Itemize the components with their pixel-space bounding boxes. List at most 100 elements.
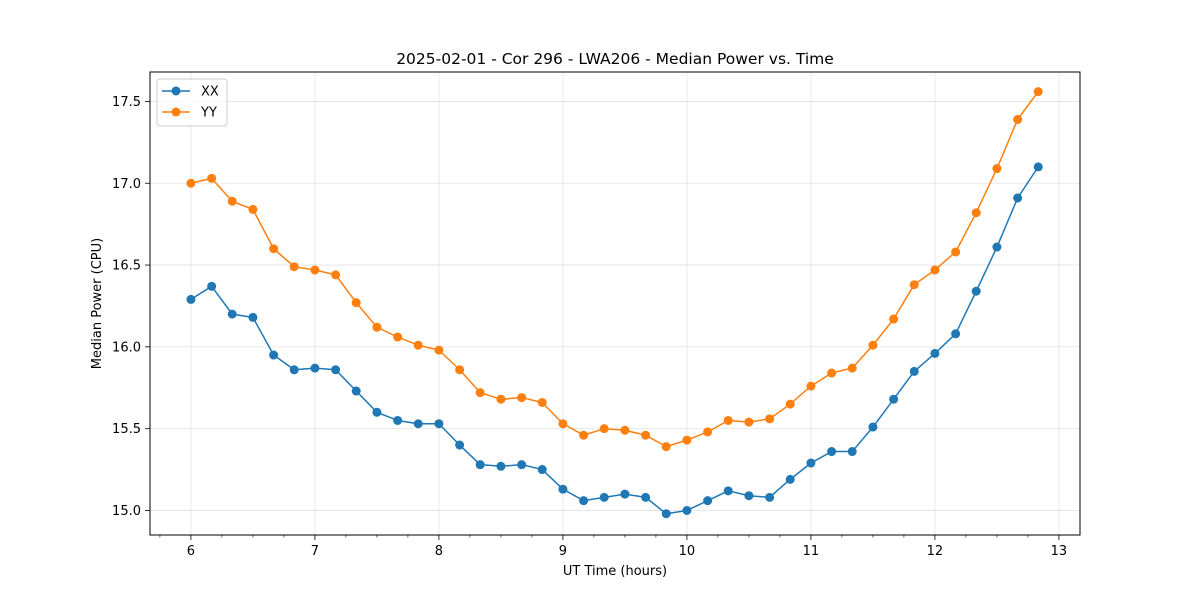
data-point-yy xyxy=(785,399,795,409)
data-point-xx xyxy=(827,447,837,457)
data-point-xx xyxy=(661,509,671,519)
data-point-xx xyxy=(992,242,1002,252)
grid xyxy=(150,72,1080,535)
data-point-xx xyxy=(620,489,630,499)
data-point-xx xyxy=(785,474,795,484)
data-point-yy xyxy=(599,424,609,434)
data-point-yy xyxy=(289,262,299,272)
data-point-xx xyxy=(186,294,196,304)
data-point-xx xyxy=(496,461,506,471)
data-point-yy xyxy=(227,196,237,206)
data-point-yy xyxy=(703,427,713,437)
legend: XX YY xyxy=(156,78,228,127)
data-point-yy xyxy=(744,417,754,427)
data-point-yy xyxy=(889,314,899,324)
data-point-xx xyxy=(558,484,568,494)
data-point-xx xyxy=(475,460,485,470)
data-point-yy xyxy=(517,393,527,403)
data-point-yy xyxy=(393,332,403,342)
data-point-yy xyxy=(661,442,671,452)
data-point-yy xyxy=(682,435,692,445)
data-point-xx xyxy=(537,465,547,475)
data-point-xx xyxy=(269,350,279,360)
data-point-xx xyxy=(930,348,940,358)
data-point-xx xyxy=(1033,162,1043,172)
x-tick-label: 9 xyxy=(559,544,567,559)
x-tick-label: 13 xyxy=(1051,544,1068,559)
y-tick-label: 15.5 xyxy=(112,422,141,437)
data-point-xx xyxy=(579,496,589,506)
data-point-xx xyxy=(909,366,919,376)
data-point-yy xyxy=(537,397,547,407)
y-tick-label: 16.5 xyxy=(112,259,141,274)
data-point-yy xyxy=(475,388,485,398)
data-point-xx xyxy=(413,419,423,429)
data-point-yy xyxy=(847,363,857,373)
data-point-yy xyxy=(351,298,361,308)
data-point-xx xyxy=(889,394,899,404)
data-point-yy xyxy=(186,178,196,188)
chart-title: 2025-02-01 - Cor 296 - LWA206 - Median P… xyxy=(396,50,834,68)
data-point-yy xyxy=(1033,87,1043,97)
x-tick-label: 11 xyxy=(803,544,820,559)
data-point-xx xyxy=(951,329,961,339)
data-point-xx xyxy=(248,312,258,322)
y-tick-label: 15.0 xyxy=(112,504,141,519)
data-point-yy xyxy=(579,430,589,440)
data-point-yy xyxy=(765,414,775,424)
data-point-yy xyxy=(992,164,1002,174)
data-point-xx xyxy=(682,505,692,515)
legend-marker-yy xyxy=(171,107,181,117)
data-point-yy xyxy=(455,365,465,375)
y-tick-label: 17.0 xyxy=(112,177,141,192)
x-tick-label: 7 xyxy=(311,544,319,559)
data-point-yy xyxy=(909,280,919,290)
data-point-yy xyxy=(951,247,961,257)
data-point-xx xyxy=(847,447,857,457)
data-point-xx xyxy=(641,492,651,502)
data-point-xx xyxy=(971,286,981,296)
data-point-yy xyxy=(620,425,630,435)
data-point-xx xyxy=(310,363,320,373)
data-point-xx xyxy=(868,422,878,432)
data-point-xx xyxy=(517,460,527,470)
data-point-xx xyxy=(227,309,237,319)
data-point-xx xyxy=(393,415,403,425)
data-point-xx xyxy=(703,496,713,506)
data-point-yy xyxy=(930,265,940,275)
axis-ticks: 6 7 8 9 10 11 12 13 15.0 15.5 16.0 16.5 17.0 17.5 xyxy=(112,95,1067,559)
data-point-yy xyxy=(413,340,423,350)
data-point-xx xyxy=(806,458,816,468)
data-point-yy xyxy=(310,265,320,275)
legend-marker-xx xyxy=(171,86,181,96)
data-point-xx xyxy=(744,491,754,501)
data-point-yy xyxy=(641,430,651,440)
data-point-yy xyxy=(269,244,279,254)
y-tick-label: 16.0 xyxy=(112,340,141,355)
data-point-xx xyxy=(723,486,733,496)
data-point-yy xyxy=(723,415,733,425)
data-point-xx xyxy=(765,492,775,502)
data-point-yy xyxy=(806,381,816,391)
y-axis-label: Median Power (CPU) xyxy=(90,238,105,369)
data-point-yy xyxy=(868,340,878,350)
data-point-xx xyxy=(331,365,341,375)
data-point-yy xyxy=(248,204,258,214)
data-point-xx xyxy=(351,386,361,396)
x-axis-label: UT Time (hours) xyxy=(563,564,667,579)
legend-label-yy: YY xyxy=(200,106,217,121)
series-xx xyxy=(186,162,1043,519)
data-point-xx xyxy=(599,492,609,502)
x-tick-label: 12 xyxy=(927,544,944,559)
data-point-xx xyxy=(434,419,444,429)
data-point-yy xyxy=(827,368,837,378)
data-point-xx xyxy=(1013,193,1023,203)
x-tick-label: 8 xyxy=(435,544,443,559)
data-point-yy xyxy=(207,173,217,183)
data-point-yy xyxy=(434,345,444,355)
data-point-yy xyxy=(372,322,382,332)
data-point-yy xyxy=(971,208,981,218)
legend-label-xx: XX xyxy=(201,85,219,100)
x-tick-label: 6 xyxy=(187,544,195,559)
data-point-xx xyxy=(372,407,382,417)
